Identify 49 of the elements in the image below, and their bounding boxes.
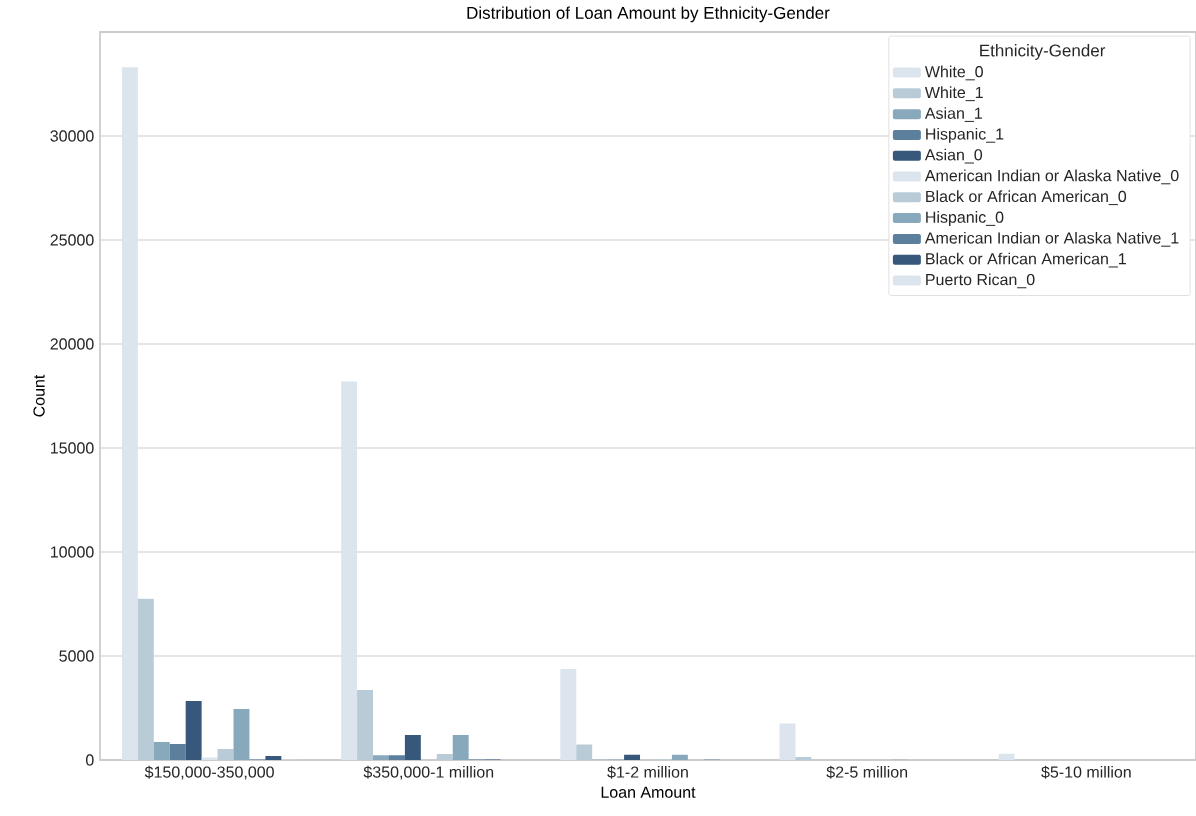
- bar: [436, 753, 453, 760]
- bar: [388, 755, 405, 760]
- bar: [998, 753, 1015, 760]
- legend-label: White_0: [924, 65, 983, 81]
- x-tick-label: $150,000-350,000: [144, 765, 274, 780]
- bar: [671, 754, 688, 760]
- legend-label: American Indian or Alaska Native_1: [924, 231, 1179, 247]
- y-tick-label: 10000: [51, 546, 94, 558]
- y-tick-label: 5000: [59, 650, 94, 662]
- bar: [624, 754, 641, 760]
- y-tick-label: 30000: [50, 130, 94, 142]
- legend-label: Hispanic_1: [926, 127, 1004, 143]
- y-tick-label: 0: [86, 754, 94, 766]
- legend-label: White_1: [924, 86, 983, 102]
- bar: [560, 668, 577, 760]
- bar: [576, 744, 593, 760]
- bar: [169, 743, 186, 760]
- y-tick-label: 20000: [50, 338, 94, 350]
- legend-label: Asian_0: [924, 148, 983, 164]
- bar: [373, 755, 389, 760]
- y-tick-label: 25000: [50, 234, 94, 246]
- x-axis-title: Loan Amount: [601, 786, 696, 798]
- bar: [779, 723, 796, 760]
- bar: [795, 756, 812, 760]
- bar: [233, 709, 250, 760]
- bar: [185, 700, 202, 760]
- y-tick-label: 15000: [51, 442, 94, 454]
- legend-label: Black or African American_0: [926, 190, 1127, 206]
- x-tick-label: $1-2 million: [607, 765, 688, 779]
- bar: [357, 689, 373, 760]
- bar: [217, 748, 234, 760]
- bar: [121, 67, 138, 760]
- x-tick-label: $5-10 million: [1041, 765, 1131, 779]
- y-axis-title: Count: [33, 374, 45, 417]
- bar: [404, 735, 421, 760]
- x-tick-label: $2-5 million: [826, 765, 908, 779]
- legend-label: American Indian or Alaska Native_0: [924, 169, 1179, 185]
- legend-label: Hispanic_0: [926, 211, 1004, 227]
- bar: [137, 598, 154, 760]
- legend-label: Puerto Rican_0: [926, 273, 1035, 289]
- bar: [452, 735, 469, 760]
- bar: [153, 741, 170, 760]
- bar: [265, 756, 282, 760]
- x-tick-label: $350,000-1 million: [363, 765, 494, 780]
- legend-label: Asian_1: [924, 107, 982, 122]
- chart-title: Distribution of Loan Amount by Ethnicity-Gender: [467, 6, 830, 23]
- legend-title: Ethnicity-Gender: [980, 44, 1106, 60]
- legend-label: Black or African American_1: [926, 252, 1126, 268]
- bar: [341, 381, 358, 760]
